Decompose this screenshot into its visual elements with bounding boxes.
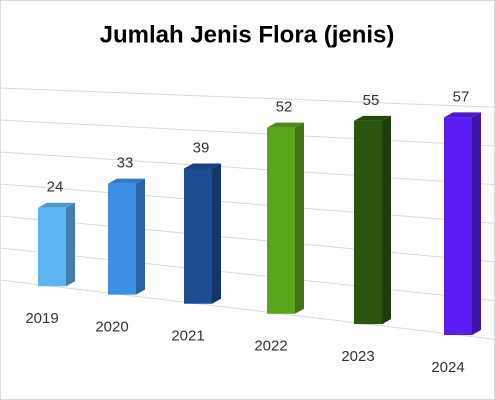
x-tick-label: 2019 [25,310,58,327]
bar-side [472,112,481,335]
bar [444,112,481,335]
bar-top [184,163,221,169]
grid-line [0,247,495,302]
bar-top [38,202,75,208]
bar-side [212,163,221,304]
bar-top [267,122,304,128]
bar [354,115,391,325]
bar-side [382,115,391,325]
x-tick-label: 2020 [95,319,128,336]
bar-front [184,168,212,304]
bar-side [66,202,75,287]
grid-line [0,151,495,186]
grid-line [0,215,495,263]
bar-top [444,112,481,118]
x-tick-label: 2024 [431,359,464,376]
chart-title: Jumlah Jenis Flora (jenis) [100,21,395,48]
bar-front [38,207,66,287]
bar [108,178,145,295]
data-label: 57 [453,88,470,105]
grid-line [0,279,495,340]
data-label: 33 [117,155,134,172]
grid-line [0,119,495,147]
bar-front [444,117,472,335]
grid-line [0,87,495,108]
bar [267,122,304,314]
data-label: 52 [276,99,293,116]
data-label: 24 [47,179,64,196]
grid-line [0,183,495,224]
bar-top [354,115,391,121]
x-tick-label: 2023 [341,348,374,365]
bar-front [108,183,136,295]
bar-side [136,178,145,295]
data-label: 39 [193,140,210,157]
bar [38,202,75,287]
bar-side [295,122,304,314]
x-tick-label: 2022 [254,338,287,355]
bar-front [354,120,382,325]
bar [184,163,221,304]
bar-top [108,178,145,184]
x-tick-label: 2021 [171,328,204,345]
data-label: 55 [363,92,380,109]
bar-front [267,127,295,314]
